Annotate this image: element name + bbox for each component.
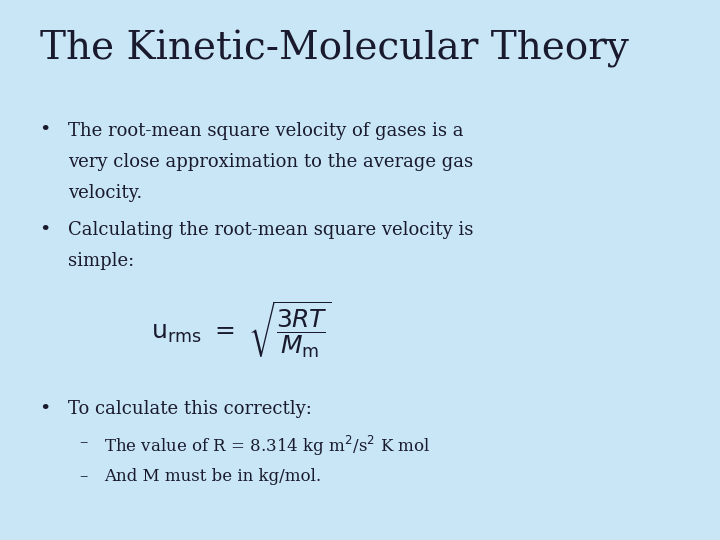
Text: very close approximation to the average gas: very close approximation to the average …: [68, 153, 474, 171]
Text: velocity.: velocity.: [68, 184, 143, 202]
Text: To calculate this correctly:: To calculate this correctly:: [68, 400, 312, 417]
Text: •: •: [40, 221, 51, 239]
Text: –: –: [79, 468, 88, 484]
Text: And M must be in kg/mol.: And M must be in kg/mol.: [104, 468, 322, 484]
Text: –: –: [79, 434, 88, 450]
Text: The Kinetic-Molecular Theory: The Kinetic-Molecular Theory: [40, 30, 629, 68]
Text: $\mathrm{u}_{\mathrm{rms}}\ =\ \sqrt{\dfrac{3RT}{M_{\mathrm{m}}}}$: $\mathrm{u}_{\mathrm{rms}}\ =\ \sqrt{\df…: [151, 299, 332, 360]
Text: •: •: [40, 400, 51, 417]
Text: simple:: simple:: [68, 252, 135, 270]
Text: Calculating the root-mean square velocity is: Calculating the root-mean square velocit…: [68, 221, 474, 239]
Text: •: •: [40, 122, 51, 139]
Text: The value of R = 8.314 kg m$^2$/s$^2$ K mol: The value of R = 8.314 kg m$^2$/s$^2$ K …: [104, 434, 431, 458]
Text: The root-mean square velocity of gases is a: The root-mean square velocity of gases i…: [68, 122, 464, 139]
